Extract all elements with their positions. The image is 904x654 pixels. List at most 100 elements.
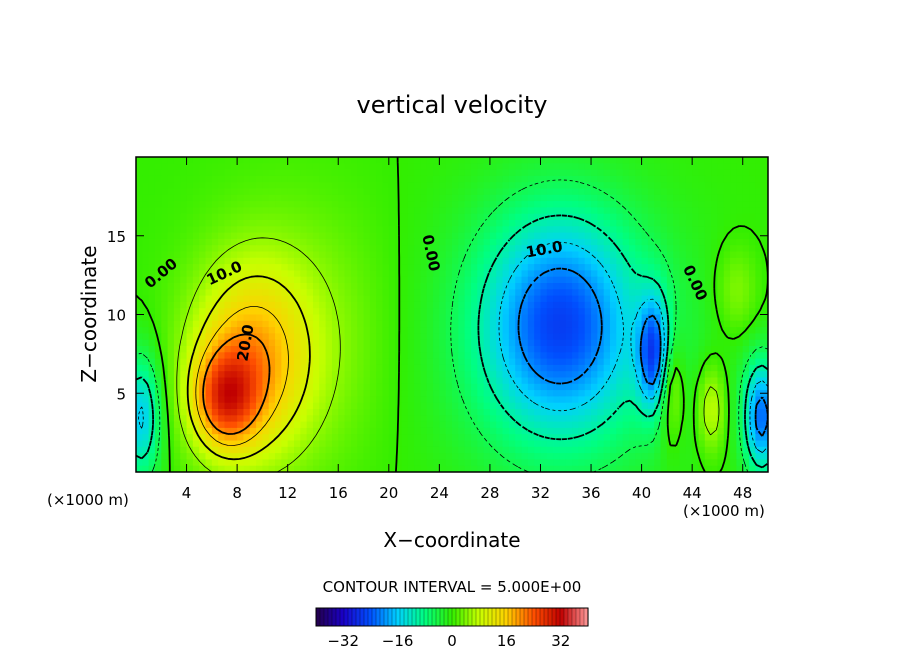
- field-cell: [477, 245, 485, 253]
- field-cell: [325, 194, 333, 202]
- field-cell: [502, 213, 510, 221]
- field-cell: [161, 264, 169, 271]
- field-cell: [407, 415, 415, 423]
- field-cell: [641, 396, 649, 404]
- field-cell: [243, 358, 251, 366]
- field-cell: [470, 314, 478, 322]
- field-cell: [338, 301, 346, 309]
- field-cell: [483, 251, 491, 259]
- field-cell: [692, 163, 700, 171]
- field-cell: [546, 175, 554, 183]
- field-cell: [136, 283, 143, 290]
- field-cell: [407, 346, 415, 353]
- field-cell: [749, 163, 756, 171]
- field-cell: [312, 383, 320, 391]
- field-cell: [616, 358, 624, 366]
- field-cell: [673, 421, 681, 429]
- field-cell: [205, 194, 213, 202]
- field-cell: [338, 320, 346, 328]
- field-cell: [262, 427, 270, 435]
- field-cell: [477, 390, 485, 397]
- field-cell: [262, 308, 270, 316]
- field-cell: [692, 226, 700, 234]
- field-cell: [262, 377, 270, 385]
- field-cell: [445, 257, 453, 265]
- field-cell: [603, 377, 611, 385]
- field-cell: [363, 371, 371, 379]
- field-cell: [610, 377, 617, 385]
- field-cell: [344, 421, 352, 429]
- field-cell: [357, 346, 365, 353]
- field-cell: [692, 396, 700, 404]
- field-cell: [376, 327, 384, 334]
- field-cell: [205, 201, 213, 208]
- field-cell: [489, 301, 497, 309]
- field-cell: [534, 289, 542, 297]
- field-cell: [268, 169, 276, 177]
- field-cell: [300, 440, 308, 448]
- field-cell: [553, 383, 561, 391]
- field-cell: [199, 283, 207, 290]
- field-cell: [591, 371, 598, 379]
- field-cell: [755, 421, 763, 429]
- field-cell: [591, 232, 598, 240]
- field-cell: [584, 182, 592, 190]
- field-cell: [350, 459, 358, 467]
- field-cell: [224, 346, 232, 353]
- field-cell: [483, 409, 491, 416]
- field-cell: [685, 440, 693, 448]
- field-cell: [319, 427, 327, 435]
- field-cell: [388, 163, 396, 171]
- field-cell: [704, 421, 712, 429]
- field-cell: [331, 220, 339, 227]
- field-cell: [761, 396, 768, 404]
- field-cell: [388, 238, 396, 246]
- field-cell: [628, 465, 636, 472]
- field-cell: [325, 327, 333, 334]
- field-cell: [628, 377, 636, 385]
- field-cell: [230, 232, 238, 240]
- field-cell: [559, 377, 567, 385]
- field-cell: [363, 440, 371, 448]
- field-cell: [483, 434, 491, 442]
- field-cell: [319, 446, 327, 454]
- field-cell: [622, 453, 630, 460]
- field-cell: [414, 440, 421, 448]
- field-cell: [660, 415, 668, 423]
- field-cell: [287, 264, 295, 271]
- field-cell: [205, 396, 213, 404]
- field-cell: [470, 415, 478, 423]
- field-cell: [167, 446, 175, 454]
- field-cell: [628, 333, 636, 341]
- field-cell: [755, 459, 763, 467]
- field-cell: [237, 169, 245, 177]
- field-cell: [439, 182, 447, 190]
- field-cell: [142, 427, 150, 435]
- field-cell: [660, 226, 668, 234]
- field-cell: [496, 371, 504, 379]
- field-cell: [306, 320, 314, 328]
- field-cell: [673, 409, 681, 416]
- field-cell: [268, 188, 276, 196]
- field-cell: [723, 264, 731, 271]
- field-cell: [445, 238, 453, 246]
- field-cell: [673, 169, 681, 177]
- field-cell: [470, 238, 478, 246]
- field-cell: [679, 333, 687, 341]
- field-cell: [477, 213, 485, 221]
- field-cell: [433, 301, 440, 309]
- field-cell: [673, 339, 681, 347]
- field-cell: [275, 163, 282, 171]
- field-cell: [319, 440, 327, 448]
- field-cell: [407, 289, 415, 297]
- field-cell: [161, 289, 169, 297]
- field-cell: [338, 402, 346, 410]
- field-cell: [420, 314, 428, 322]
- field-cell: [685, 446, 693, 454]
- field-cell: [483, 220, 491, 227]
- field-cell: [458, 213, 466, 221]
- field-cell: [666, 434, 674, 442]
- field-cell: [572, 301, 579, 309]
- field-cell: [281, 440, 289, 448]
- field-cell: [502, 283, 510, 290]
